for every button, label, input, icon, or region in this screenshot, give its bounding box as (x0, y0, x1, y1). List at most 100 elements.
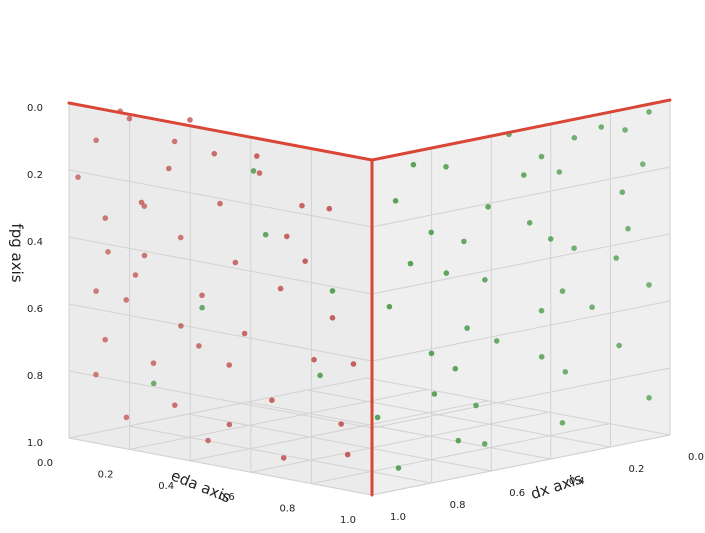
z-tick-label: 0.4 (27, 237, 43, 248)
data-point-series-2 (559, 420, 566, 426)
data-point-series-2 (443, 270, 450, 276)
data-point-series-2 (562, 369, 569, 375)
data-point-series-2 (640, 161, 646, 167)
data-point-series-2 (374, 414, 381, 421)
data-point-series-1 (299, 202, 305, 209)
data-point-series-1 (280, 455, 287, 461)
data-point-series-1 (196, 343, 202, 349)
grid-line (247, 401, 551, 460)
data-point-series-1 (123, 414, 130, 421)
data-point-series-2 (199, 304, 205, 311)
data-point-series-1 (256, 170, 263, 176)
y-tick-label: 1.0 (340, 515, 356, 526)
red-indicator-line (370, 98, 672, 162)
grid-line (188, 413, 492, 472)
data-point-series-1 (178, 323, 184, 329)
grid-line (68, 377, 368, 439)
data-point-series-1 (338, 421, 345, 427)
data-point-series-1 (93, 288, 99, 294)
data-point-series-2 (392, 198, 399, 204)
z-tick-label: 0.0 (27, 103, 43, 114)
data-points (75, 108, 652, 471)
x-tick-label: 0.4 (569, 476, 585, 487)
z-tick-label: 0.6 (27, 304, 43, 315)
y-tick-label: 0.2 (98, 469, 114, 480)
y-tick-label: 0.4 (158, 481, 174, 492)
data-point-series-2 (407, 260, 414, 267)
grid-line (366, 377, 671, 436)
y-tick-label: 0.8 (279, 504, 295, 515)
z-tick-label: 1.0 (27, 438, 43, 449)
grid-line (371, 434, 671, 496)
data-point-series-2 (410, 161, 417, 168)
data-point-series-2 (646, 395, 652, 401)
data-point-series-2 (589, 304, 595, 311)
data-point-series-2 (613, 255, 619, 261)
data-point-series-2 (443, 164, 449, 170)
grid-line (371, 300, 671, 362)
left-wall-pane (69, 103, 372, 495)
data-point-series-2 (150, 380, 157, 387)
data-point-series-2 (455, 437, 462, 444)
x-tick-label: 0.2 (628, 464, 644, 475)
right-wall-pane (372, 100, 670, 495)
data-point-series-1 (211, 150, 218, 157)
y-axis-label: eda axis (168, 466, 233, 506)
x-axis-label: dx axis (528, 469, 584, 503)
data-point-series-1 (326, 205, 333, 212)
z-tick-label: 0.2 (27, 170, 43, 181)
data-point-series-1 (199, 292, 205, 299)
data-point-series-2 (556, 169, 563, 175)
data-point-series-2 (482, 277, 488, 283)
y-tick-label: 0.0 (37, 458, 53, 469)
data-point-series-2 (262, 231, 269, 238)
grid-line (371, 166, 671, 228)
data-point-series-2 (625, 225, 631, 232)
data-point-series-1 (344, 451, 351, 458)
data-point-series-1 (126, 115, 133, 122)
data-point-series-1 (350, 361, 357, 367)
data-point-series-2 (431, 391, 438, 397)
data-point-series-1 (311, 356, 317, 363)
data-point-series-1 (105, 249, 111, 255)
data-point-series-1 (187, 117, 193, 123)
data-point-series-1 (177, 234, 184, 241)
data-point-series-1 (102, 336, 108, 343)
data-point-series-1 (284, 233, 290, 240)
data-point-series-1 (253, 153, 260, 159)
data-point-series-2 (521, 172, 527, 178)
data-point-series-2 (622, 127, 628, 133)
grid-line (128, 425, 432, 484)
grid-line (190, 400, 489, 462)
data-point-series-2 (493, 338, 500, 344)
x-tick-label: 0.8 (450, 500, 466, 511)
data-point-series-1 (329, 315, 336, 321)
data-point-series-2 (646, 109, 652, 115)
data-point-series-2 (616, 342, 622, 349)
data-point-series-2 (317, 372, 323, 379)
grid-line (68, 370, 373, 429)
data-point-series-2 (547, 236, 554, 242)
grid-line (68, 303, 373, 362)
data-point-series-2 (559, 288, 566, 294)
grid-line (68, 236, 373, 295)
data-point-series-2 (329, 288, 336, 294)
grid-line (68, 437, 373, 496)
data-point-series-1 (102, 215, 109, 221)
data-point-series-1 (277, 285, 284, 292)
data-point-series-1 (302, 258, 309, 265)
data-point-series-1 (141, 252, 148, 259)
data-point-series-2 (386, 303, 393, 310)
grid-line (68, 169, 373, 228)
data-point-series-1 (226, 421, 233, 428)
z-tick-label: 0.8 (27, 371, 43, 382)
data-point-series-2 (571, 245, 577, 251)
data-point-series-2 (464, 325, 470, 331)
data-point-series-2 (538, 153, 545, 160)
data-point-series-1 (232, 259, 239, 266)
grid-line (250, 411, 549, 473)
x-tick-label: 0.6 (509, 488, 525, 499)
data-point-series-2 (619, 189, 626, 195)
grid-line (371, 367, 671, 429)
grid-line (311, 423, 610, 485)
